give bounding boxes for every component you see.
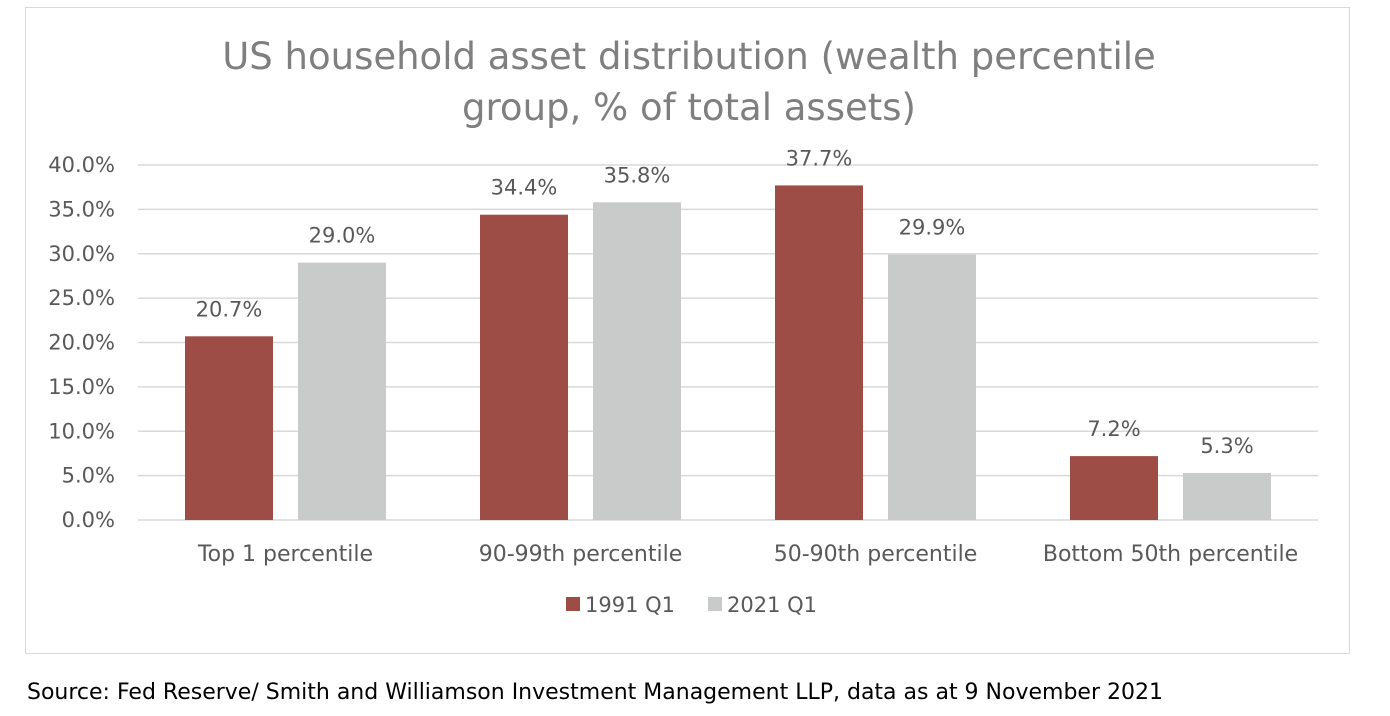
data-label: 7.2% bbox=[1087, 417, 1140, 441]
x-category-label: Bottom 50th percentile bbox=[1043, 542, 1298, 567]
legend-label: 1991 Q1 bbox=[585, 593, 675, 617]
bar-series2 bbox=[888, 254, 976, 520]
bar-series2 bbox=[1183, 472, 1271, 520]
data-label: 20.7% bbox=[196, 297, 263, 321]
x-category-label: 90-99th percentile bbox=[479, 542, 683, 567]
y-tick-label: 0.0% bbox=[62, 508, 115, 532]
data-label: 29.0% bbox=[309, 224, 376, 248]
y-tick-label: 5.0% bbox=[62, 464, 115, 488]
y-tick-label: 40.0% bbox=[48, 153, 115, 177]
x-category-label: 50-90th percentile bbox=[774, 542, 978, 567]
y-tick-label: 35.0% bbox=[48, 197, 115, 221]
bar-series2 bbox=[593, 202, 681, 520]
y-tick-label: 25.0% bbox=[48, 286, 115, 310]
legend-swatch bbox=[708, 597, 722, 611]
chart-title-line: group, % of total assets) bbox=[462, 86, 916, 129]
source-note: Source: Fed Reserve/ Smith and Williamso… bbox=[27, 680, 1163, 705]
bar-series1 bbox=[480, 214, 568, 520]
legend-label: 2021 Q1 bbox=[727, 593, 817, 617]
chart-title-line: US household asset distribution (wealth … bbox=[222, 35, 1156, 78]
data-label: 35.8% bbox=[604, 163, 671, 187]
bar-series1 bbox=[1070, 456, 1158, 520]
y-tick-label: 15.0% bbox=[48, 375, 115, 399]
bar-series2 bbox=[298, 262, 386, 520]
y-tick-label: 20.0% bbox=[48, 331, 115, 355]
chart-frame: US household asset distribution (wealth … bbox=[25, 7, 1350, 654]
data-label: 37.7% bbox=[786, 146, 853, 170]
bar-series1 bbox=[775, 185, 863, 520]
data-label: 29.9% bbox=[899, 216, 966, 240]
data-label: 5.3% bbox=[1200, 434, 1253, 458]
y-tick-label: 10.0% bbox=[48, 419, 115, 443]
y-tick-label: 30.0% bbox=[48, 242, 115, 266]
chart-svg: US household asset distribution (wealth … bbox=[48, 35, 1318, 617]
legend-swatch bbox=[566, 597, 580, 611]
x-category-label: Top 1 percentile bbox=[197, 542, 373, 567]
bar-series1 bbox=[185, 336, 273, 520]
data-label: 34.4% bbox=[491, 176, 558, 200]
